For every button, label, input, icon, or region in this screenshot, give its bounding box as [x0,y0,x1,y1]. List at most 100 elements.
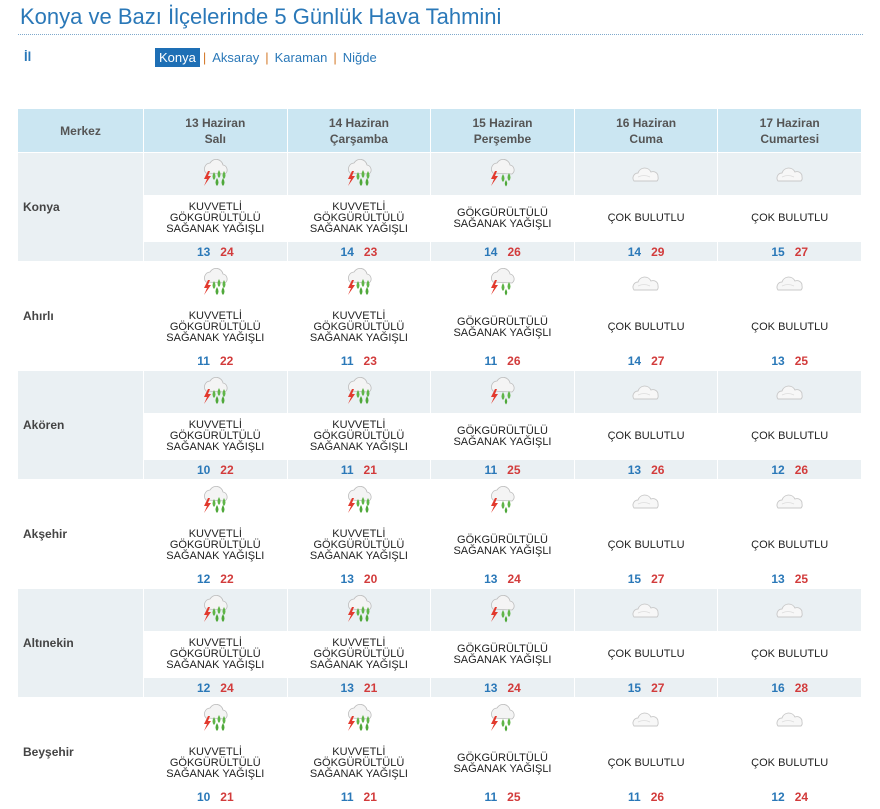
forecast-icon-cell [430,697,575,741]
province-link-3[interactable]: Niğde [342,50,377,65]
description-line: KUVVETLİ [188,419,242,431]
min-temp: 15 [771,244,785,259]
district-name: Akören [17,370,144,480]
title-divider [18,34,863,35]
day-date: 13 Haziran [185,115,246,130]
max-temp: 26 [651,462,665,477]
forecast-temps: 15 27 [573,677,719,698]
forecast-icon-cell [143,588,288,632]
description-line: ÇOK BULUTLU [751,321,829,333]
max-temp: 27 [651,353,665,368]
max-temp: 26 [507,353,521,368]
province-nav: Konya | Aksaray | Karaman | Niğde [155,48,380,67]
description-line: SAĞANAK YAĞIŞLI [309,332,408,344]
max-temp: 24 [794,789,809,804]
forecast-description: KUVVETLİ GÖKGÜRÜLTÜLÜ SAĞANAK YAĞIŞLI [286,304,432,351]
province-link-0[interactable]: Konya [155,48,200,67]
max-temp: 21 [363,680,378,695]
heavy-thunder-shower-icon [197,486,233,516]
nav-separator: | [202,50,207,65]
forecast-description: ÇOK BULUTLU [573,740,719,787]
min-temp: 12 [771,789,785,804]
forecast-icon-cell [717,588,862,632]
description-line: SAĞANAK YAĞIŞLI [453,435,552,448]
forecast-description: GÖKGÜRÜLTÜLÜ SAĞANAK YAĞIŞLI [430,740,575,787]
day-date: 14 Haziran [328,115,389,130]
thunder-shower-icon [484,704,520,734]
description-line: SAĞANAK YAĞIŞLI [453,544,552,557]
min-temp: 11 [340,789,354,804]
province-link-2[interactable]: Karaman [274,50,328,65]
forecast-temps: 11 26 [430,350,575,371]
forecast-description: ÇOK BULUTLU [573,195,719,242]
description-line: ÇOK BULUTLU [751,539,829,551]
max-temp: 23 [363,244,378,259]
page-title: Konya ve Bazı İlçelerinde 5 Günlük Hava … [20,4,502,29]
forecast-description: ÇOK BULUTLU [573,631,719,678]
description-line: SAĞANAK YAĞIŞLI [309,223,408,235]
description-line: GÖKGÜRÜLTÜLÜ [313,648,405,660]
description-line: SAĞANAK YAĞIŞLI [453,217,552,230]
min-temp: 14 [627,353,642,368]
forecast-description: KUVVETLİ GÖKGÜRÜLTÜLÜ SAĞANAK YAĞIŞLI [143,631,288,678]
min-temp: 12 [196,571,211,586]
description-line: GÖKGÜRÜLTÜLÜ [169,430,261,442]
description-line: GÖKGÜRÜLTÜLÜ [169,648,261,660]
column-header-day-0: 13 Haziran Salı [143,108,288,153]
province-link-1[interactable]: Aksaray [212,50,260,65]
min-temp: 13 [484,571,498,586]
min-temp: 12 [771,462,785,477]
description-line: KUVVETLİ [188,310,242,322]
description-line: SAĞANAK YAĞIŞLI [309,550,408,562]
min-temp: 15 [627,571,642,586]
heavy-thunder-shower-icon [197,704,233,734]
forecast-temps: 13 20 [286,568,432,589]
description-line: ÇOK BULUTLU [607,648,685,660]
forecast-description: KUVVETLİ GÖKGÜRÜLTÜLÜ SAĞANAK YAĞIŞLI [143,195,288,242]
description-line: GÖKGÜRÜLTÜLÜ [457,751,548,764]
max-temp: 27 [651,571,665,586]
heavy-thunder-shower-icon [341,377,377,407]
description-line: SAĞANAK YAĞIŞLI [453,762,552,775]
forecast-temps: 11 25 [430,459,575,480]
day-date: 15 Haziran [472,115,533,130]
min-temp: 11 [484,789,498,804]
forecast-temps: 11 23 [286,350,432,371]
forecast-description: ÇOK BULUTLU [717,740,862,787]
max-temp: 27 [794,244,809,259]
forecast-description: KUVVETLİ GÖKGÜRÜLTÜLÜ SAĞANAK YAĞIŞLI [143,522,288,569]
description-line: KUVVETLİ [332,419,386,431]
forecast-description: KUVVETLİ GÖKGÜRÜLTÜLÜ SAĞANAK YAĞIŞLI [286,195,432,242]
description-line: ÇOK BULUTLU [751,430,829,442]
forecast-temps: 14 29 [573,241,719,262]
min-temp: 15 [627,680,642,695]
day-weekday: Çarşamba [329,131,388,146]
heavy-thunder-shower-icon [197,377,233,407]
max-temp: 25 [507,462,521,477]
table-row: 10 21 11 21 11 25 11 26 12 24 [18,786,862,807]
max-temp: 23 [363,353,377,368]
cloudy-icon [772,486,808,516]
forecast-icon-cell [717,370,862,414]
column-header-day-2: 15 Haziran Perşembe [430,108,575,153]
heavy-thunder-shower-icon [197,595,233,625]
forecast-temps: 11 21 [286,786,432,807]
forecast-temps: 10 21 [143,786,288,807]
description-line: SAĞANAK YAĞIŞLI [309,659,408,671]
forecast-temps: 11 26 [573,786,719,807]
description-line: GÖKGÜRÜLTÜLÜ [169,212,261,224]
min-temp: 13 [340,680,354,695]
description-line: ÇOK BULUTLU [607,212,685,224]
description-line: ÇOK BULUTLU [607,539,685,551]
forecast-description: GÖKGÜRÜLTÜLÜ SAĞANAK YAĞIŞLI [430,522,575,569]
day-weekday: Cuma [629,131,663,146]
max-temp: 22 [220,571,234,586]
heavy-thunder-shower-icon [197,159,233,189]
forecast-icon-cell [143,697,288,741]
description-line: GÖKGÜRÜLTÜLÜ [457,533,548,546]
thunder-shower-icon [484,268,520,298]
day-date: 17 Haziran [759,115,820,130]
min-temp: 10 [196,462,211,477]
max-temp: 22 [219,353,234,368]
description-line: ÇOK BULUTLU [607,321,685,333]
